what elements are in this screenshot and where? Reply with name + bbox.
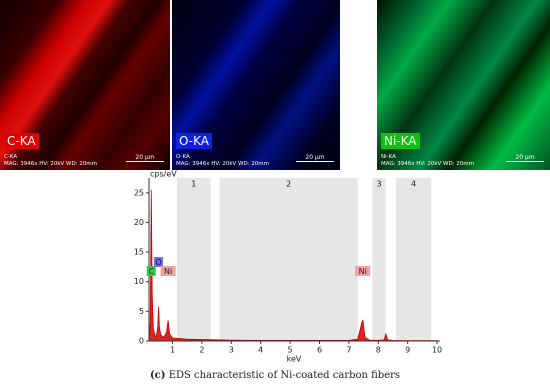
caption: (c) EDS characteristic of Ni-coated carb…: [150, 370, 400, 381]
x-tick-label: 2: [199, 346, 204, 355]
y-tick-label: 15: [134, 248, 144, 257]
map-info: C-KA MAG: 3946x HV: 20kV WD: 20mm: [4, 154, 97, 168]
caption-tag: (c): [150, 370, 166, 381]
region: [395, 178, 432, 341]
region: [219, 178, 358, 341]
x-axis-label: keV: [287, 355, 302, 364]
map-meta: MAG: 3946x HV: 20kV WD: 20mm: [4, 161, 98, 167]
peak-label-box: [160, 266, 176, 276]
scale-bar: 20 µm: [506, 154, 544, 162]
map-label: O-KA: [176, 133, 212, 149]
y-tick-label: 10: [134, 277, 144, 286]
y-tick-label: 20: [134, 218, 144, 227]
peak-label-box: [146, 266, 156, 276]
map-meta: MAG: 3946x HV: 20kV WD: 20mm: [381, 161, 475, 167]
map-info: Ni-KA MAG: 3946x HV: 20kV WD: 20mm: [381, 154, 474, 168]
map-sub: Ni-KA: [381, 154, 396, 160]
map-label: Ni-KA: [381, 133, 420, 149]
y-tick-label: 5: [139, 307, 144, 316]
x-tick-label: 7: [346, 346, 351, 355]
x-tick-label: 5: [288, 346, 293, 355]
peak-label-box: [355, 266, 371, 276]
x-tick-label: 8: [376, 346, 381, 355]
scale-bar: 20 µm: [296, 154, 334, 162]
peak-label-box: [154, 257, 164, 267]
x-tick-label: 4: [258, 346, 263, 355]
peak-label: O: [155, 258, 161, 267]
x-tick-label: 10: [432, 346, 442, 355]
map-sub: C-KA: [4, 154, 18, 160]
peak-label: Ni: [164, 267, 172, 276]
x-tick-label: 1: [170, 346, 175, 355]
map-panel: O-KA O-KA MAG: 3946x HV: 20kV WD: 20mm 20…: [172, 0, 340, 170]
x-tick-label: 6: [317, 346, 322, 355]
spectrum: [148, 189, 441, 342]
x-tick-label: 3: [229, 346, 234, 355]
region-label: 2: [286, 180, 291, 189]
region-label: 1: [191, 180, 196, 189]
scale-bar: 20 µm: [126, 154, 164, 162]
y-tick-label: 25: [134, 188, 144, 197]
spectrum-chart: cps/eV keV (c) EDS characteristic of Ni-…: [134, 170, 442, 381]
region: [372, 178, 386, 341]
y-tick-label: 0: [139, 337, 144, 346]
map-panel: Ni-KA Ni-KA MAG: 3946x HV: 20kV WD: 20mm …: [377, 0, 550, 170]
map-label: C-KA: [4, 133, 39, 149]
peak-label: C: [148, 267, 154, 276]
map-info: O-KA MAG: 3946x HV: 20kV WD: 20mm: [176, 154, 269, 168]
map-panel: C-KA C-KA MAG: 3946x HV: 20kV WD: 20mm 20…: [0, 0, 170, 170]
region-label: 4: [411, 180, 416, 189]
y-axis-label: cps/eV: [150, 170, 177, 179]
caption-text: EDS characteristic of Ni-coated carbon f…: [169, 370, 400, 381]
peak-label: Ni: [359, 267, 367, 276]
map-meta: MAG: 3946x HV: 20kV WD: 20mm: [176, 161, 270, 167]
map-sub: O-KA: [176, 154, 190, 160]
region: [176, 178, 211, 341]
x-tick-label: 9: [405, 346, 410, 355]
region-label: 3: [376, 180, 381, 189]
